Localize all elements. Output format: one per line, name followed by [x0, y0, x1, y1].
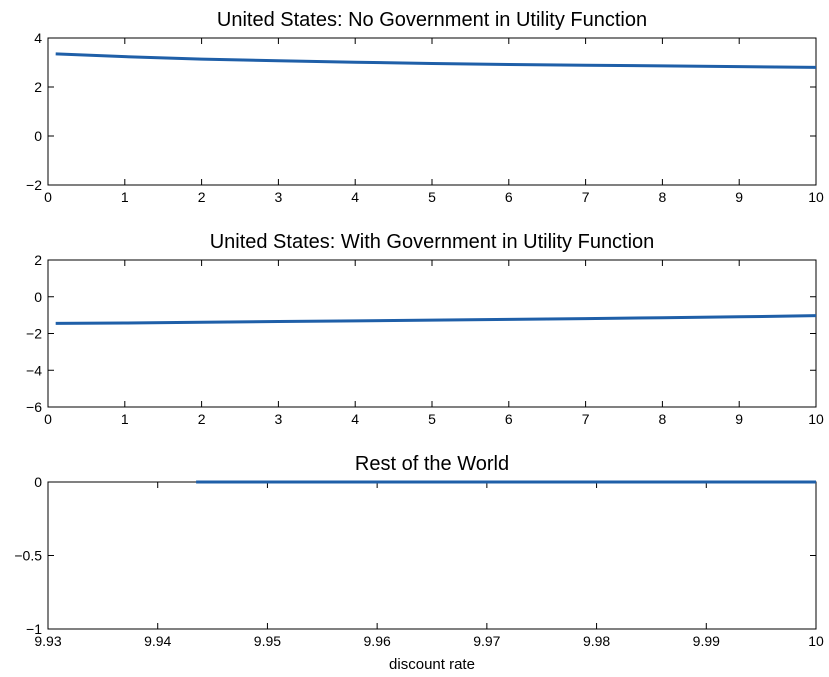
x-tick-label: 9.96 — [364, 633, 391, 649]
axes-frame — [47, 37, 817, 186]
y-tick-label: −2 — [26, 326, 42, 342]
x-tick-label: 8 — [659, 189, 667, 205]
x-tick-label: 3 — [275, 411, 283, 427]
x-tick-label: 2 — [198, 189, 206, 205]
chart-title: United States: No Government in Utility … — [217, 9, 647, 31]
y-tick-label: −1 — [26, 621, 42, 637]
x-tick-label: 1 — [121, 411, 129, 427]
x-tick-label: 9.97 — [473, 633, 500, 649]
x-tick-label: 7 — [582, 411, 590, 427]
x-tick-label: 9.93 — [34, 633, 61, 649]
x-tick-label: 9 — [735, 411, 743, 427]
chart-panel-3: Rest of the World discount rate 9.93 9.94… — [14, 453, 824, 673]
axes-frame — [47, 259, 817, 408]
y-tick-label: 2 — [34, 252, 42, 268]
x-tick-label: 4 — [351, 411, 359, 427]
y-tick-label: −6 — [26, 399, 42, 415]
y-tick-label: −4 — [26, 362, 42, 378]
x-tick-label: 8 — [659, 411, 667, 427]
y-tick-label: −2 — [26, 177, 42, 193]
y-tick-label: −0.5 — [14, 548, 42, 564]
x-tick-label: 5 — [428, 411, 436, 427]
x-tick-label: 6 — [505, 189, 513, 205]
x-tick-label: 4 — [351, 189, 359, 205]
y-tick-label: 0 — [34, 289, 42, 305]
x-tick-label: 5 — [428, 189, 436, 205]
x-tick-label: 7 — [582, 189, 590, 205]
axes-frame — [47, 481, 817, 630]
x-tick-label: 6 — [505, 411, 513, 427]
x-tick-label: 0 — [44, 411, 52, 427]
x-tick-label: 1 — [121, 189, 129, 205]
y-tick-label: 0 — [34, 474, 42, 490]
x-tick-label: 9.94 — [144, 633, 171, 649]
y-tick-label: 2 — [34, 79, 42, 95]
x-tick-label: 9 — [735, 189, 743, 205]
y-tick-label: 4 — [34, 30, 42, 46]
x-tick-label: 2 — [198, 411, 206, 427]
plot-area: 9.93 9.94 9.95 9.96 9.97 9.98 9.99 10 −1 −0.5 0 — [14, 474, 824, 649]
x-tick-label: 10 — [808, 411, 824, 427]
x-tick-label: 3 — [275, 189, 283, 205]
x-tick-label: 10 — [808, 633, 824, 649]
plot-area: 0 1 2 3 4 5 6 7 8 9 10 −6 −4 −2 0 2 — [26, 252, 824, 427]
series-line — [55, 314, 817, 325]
chart-panel-1: United States: No Government in Utility … — [26, 9, 824, 205]
chart-panel-2: United States: With Government in Utilit… — [26, 231, 824, 427]
x-axis-label: discount rate — [389, 656, 475, 673]
y-tick-label: 0 — [34, 128, 42, 144]
x-tick-label: 0 — [44, 189, 52, 205]
chart-title: United States: With Government in Utilit… — [210, 231, 655, 253]
chart-title: Rest of the World — [355, 453, 509, 475]
x-tick-label: 9.98 — [583, 633, 610, 649]
x-tick-label: 9.99 — [693, 633, 720, 649]
series-line — [55, 52, 817, 69]
x-tick-label: 9.95 — [254, 633, 281, 649]
x-tick-label: 10 — [808, 189, 824, 205]
